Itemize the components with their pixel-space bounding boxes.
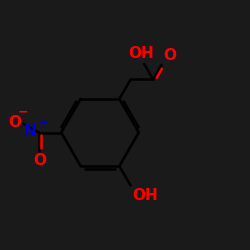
Text: OH: OH — [133, 188, 158, 202]
Text: O: O — [34, 153, 46, 168]
Text: +: + — [39, 118, 48, 128]
Text: O: O — [8, 115, 21, 130]
Text: OH: OH — [128, 46, 154, 61]
Text: O: O — [164, 48, 176, 63]
Text: N: N — [24, 124, 36, 139]
Text: −: − — [18, 106, 28, 118]
